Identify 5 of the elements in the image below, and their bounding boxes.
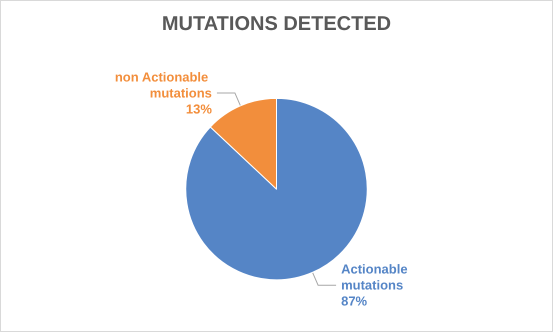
- data-label: 13%: [186, 101, 212, 116]
- chart-title: MUTATIONS DETECTED: [162, 13, 392, 35]
- slice-label: non Actionable mutations: [114, 69, 212, 100]
- data-label: 87%: [341, 294, 368, 309]
- slice-label: Actionable mutations: [341, 262, 412, 293]
